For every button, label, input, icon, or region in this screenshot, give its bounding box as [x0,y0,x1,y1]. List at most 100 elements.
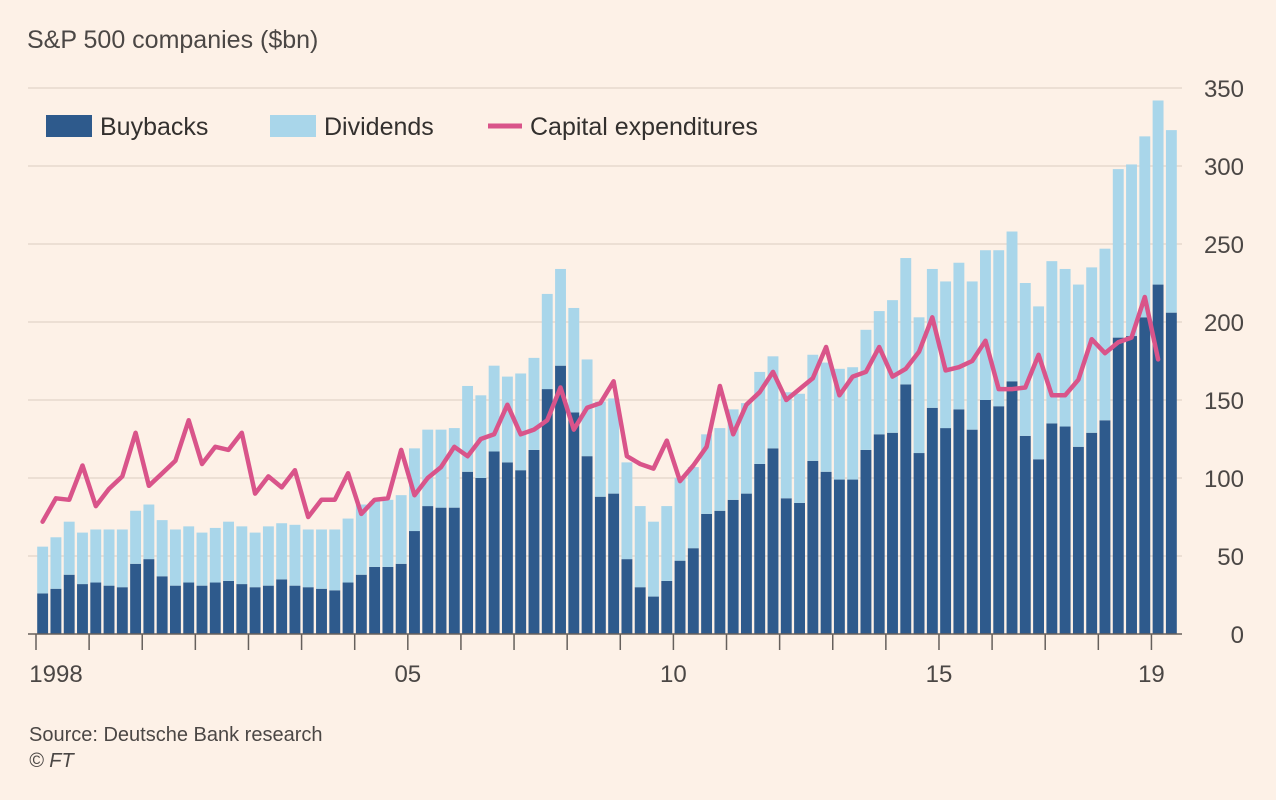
bar-dividends [780,392,792,499]
bar-dividends [767,356,779,449]
bar-buybacks [541,389,553,634]
bar-dividends [289,524,301,586]
bar-dividends [369,501,381,567]
bar-dividends [50,537,62,589]
bar-dividends [143,504,155,560]
bar-dividends [462,385,474,472]
bar-dividends [634,506,646,588]
bar-dividends [1086,267,1098,433]
bar-buybacks [674,560,686,634]
bar-buybacks [661,580,673,634]
bar-dividends [169,529,181,586]
bar-dividends [541,293,553,390]
bar-dividends [37,546,49,594]
bar-buybacks [302,587,314,634]
bar-dividends [90,529,102,583]
bar-dividends [940,281,952,429]
bar-buybacks [422,506,434,634]
bar-dividends [993,250,1005,407]
x-tick-label: 19 [1138,661,1165,688]
bar-buybacks [966,429,978,634]
y-axis-label: S&P 500 companies ($bn) [27,26,318,54]
bar-dividends [156,520,168,577]
bar-buybacks [103,585,115,634]
bar-buybacks [1086,432,1098,634]
bar-buybacks [488,451,500,634]
bar-dividends [236,526,248,585]
bar-buybacks [1059,426,1071,634]
bar-buybacks [1006,381,1018,634]
bar-dividends [913,317,925,454]
y-tick-label: 200 [1204,310,1244,337]
bar-buybacks [316,588,327,634]
bar-buybacks [276,579,288,634]
bar-buybacks [223,580,234,634]
bar-buybacks [50,588,62,634]
bar-buybacks [1072,446,1084,634]
bar-buybacks [369,566,381,634]
gridlines [28,87,1182,557]
bar-buybacks [847,479,859,634]
bar-dividends [687,467,699,549]
bar-buybacks [435,507,447,634]
bar-buybacks [196,585,208,634]
bar-buybacks [409,531,420,634]
y-tick-label: 150 [1204,388,1244,415]
bar-dividends [833,368,845,480]
bar-dividends [77,532,88,585]
bar-buybacks [727,499,739,634]
bar-buybacks [249,587,261,634]
y-tick-label: 0 [1231,622,1244,649]
legend-label: Buybacks [100,113,208,141]
bar-buybacks [329,590,341,634]
bar-dividends [1059,268,1071,427]
y-tick-label: 350 [1204,76,1244,103]
bar-buybacks [475,478,487,634]
bar-dividends [1126,164,1137,337]
bar-buybacks [608,493,620,634]
x-tick-label: 1998 [29,661,82,688]
line-capital-expenditures [40,294,1161,524]
bar-dividends [594,401,606,497]
bar-dividends [528,357,540,450]
bar-dividends [1033,306,1045,460]
bar-buybacks [1019,435,1031,634]
bar-buybacks [780,498,792,634]
capex-line [40,294,1161,524]
x-tick-label: 10 [660,661,687,688]
bar-buybacks [568,412,580,634]
bar-buybacks [926,407,938,634]
bar-dividends [953,262,965,410]
bar-dividends [568,307,580,413]
y-tick-label: 100 [1204,466,1244,493]
bar-buybacks [462,471,474,634]
bar-buybacks [701,513,713,634]
bar-buybacks [382,566,394,634]
bar-buybacks [169,585,181,634]
legend: Buybacks Dividends Capital expenditures [46,113,758,141]
bar-dividends [754,371,766,464]
bar-dividends [276,523,288,580]
bar-dividends [116,529,128,588]
bar-buybacks [528,449,540,634]
bar-buybacks [501,462,513,634]
bar-dividends [223,521,234,581]
bar-dividends [794,393,805,503]
bars [37,100,1177,634]
bar-buybacks [581,456,593,634]
bar-buybacks [873,434,885,634]
x-tick-label: 15 [926,661,953,688]
bar-dividends [209,527,221,583]
bar-buybacks [1126,336,1137,634]
bar-buybacks [860,449,872,634]
bar-buybacks [687,548,699,634]
bar-buybacks [555,365,566,634]
bar-buybacks [754,463,766,634]
bar-buybacks [767,448,779,634]
bar-dividends [355,504,367,575]
bar-dividends [820,362,832,472]
bar-buybacks [740,493,752,634]
bar-buybacks [262,585,274,634]
bar-dividends [1139,136,1151,318]
